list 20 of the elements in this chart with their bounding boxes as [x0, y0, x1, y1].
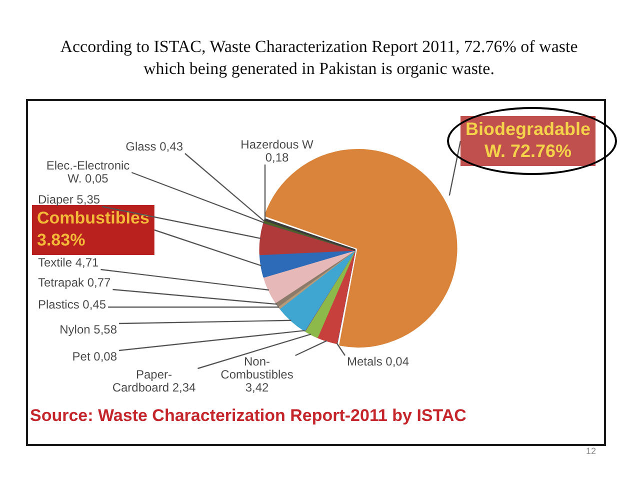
slice-label: Combustibles	[37, 208, 150, 228]
slice-label: Glass 0,43	[126, 139, 184, 154]
slice-label: Tetrapak 0,77	[38, 275, 112, 290]
slice-label: Plastics 0,45	[38, 297, 106, 312]
slice-label: Hazerdous W	[240, 137, 314, 152]
text: 12	[586, 446, 596, 456]
data-label: 3,42	[245, 380, 269, 394]
slice-label: Pet 0,08	[72, 349, 118, 364]
slice-label: Diaper 5,35	[38, 192, 100, 206]
data-label: 0,18	[265, 150, 289, 164]
slice-label: Paper-Cardboard 2,34	[112, 367, 196, 394]
source-note: Source: Waste Characterization Report-2011 by ISTAC	[30, 406, 466, 426]
slice-label: Metals 0,04	[347, 354, 410, 368]
slice-label: Biodegradable W. 72.76%	[465, 118, 591, 161]
slice-label: Elec.-Electronic W. 0,05	[46, 158, 130, 186]
slice-label: Non-Combustibles	[220, 354, 294, 382]
data-label: 3.83%	[37, 230, 86, 250]
slice-label: Textile 4,71	[38, 255, 100, 270]
slice-label: Nylon 5,58	[60, 322, 118, 336]
chart-title: According to ISTAC, Waste Characterization Report 2011, 72.76% of waste which being generated in Pakistan is organic waste.	[59, 36, 579, 80]
